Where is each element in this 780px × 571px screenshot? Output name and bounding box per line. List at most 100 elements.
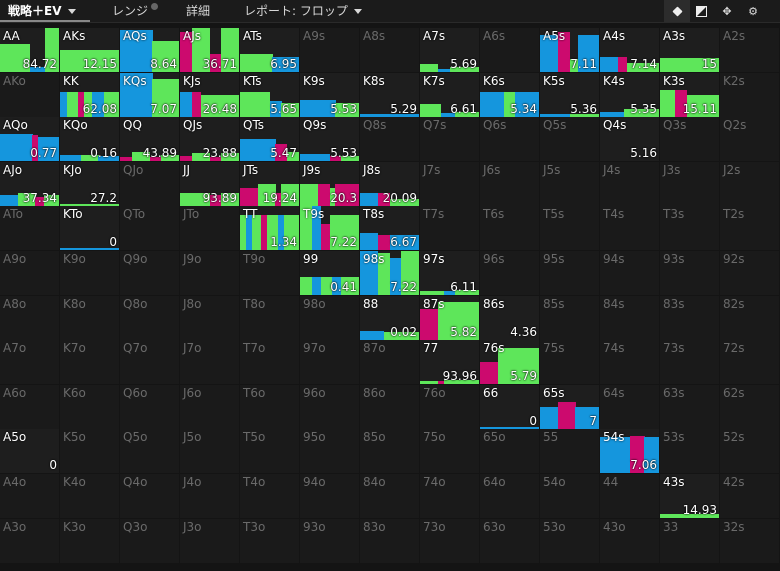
hand-cell[interactable]: QJo	[120, 161, 179, 206]
hand-cell[interactable]: 84o	[360, 474, 419, 518]
hand-cell[interactable]: 94s	[600, 251, 659, 295]
help-icon[interactable]	[151, 3, 159, 10]
hand-cell[interactable]: K4o	[60, 474, 119, 518]
hand-cell[interactable]: T4o	[240, 474, 299, 518]
view-split-button[interactable]	[688, 0, 714, 22]
hand-cell[interactable]: J9o	[180, 251, 239, 295]
hand-cell[interactable]: 75s	[540, 340, 599, 385]
hand-cell[interactable]: T8o	[240, 295, 299, 340]
hand-cell[interactable]: 63o	[480, 518, 539, 563]
hand-cell[interactable]: 85o	[360, 429, 419, 474]
expand-button[interactable]: ✥	[714, 0, 740, 22]
hand-cell[interactable]: J7o	[180, 340, 239, 385]
hand-cell[interactable]: 92s	[720, 251, 779, 295]
hand-cell[interactable]: AKs 12.15	[60, 28, 119, 72]
hand-cell[interactable]: 97s 6.11	[420, 251, 479, 295]
hand-cell[interactable]: A3o	[0, 518, 59, 563]
hand-cell[interactable]: J4s	[600, 161, 659, 206]
hand-cell[interactable]: 86o	[360, 384, 419, 429]
hand-cell[interactable]: QQ 43.89	[120, 117, 179, 162]
hand-cell[interactable]: 83s	[660, 295, 719, 340]
report-dropdown[interactable]: レポート: フロップ	[244, 0, 362, 22]
hand-cell[interactable]: 84s	[600, 295, 659, 340]
hand-cell[interactable]: 95s	[540, 251, 599, 295]
hand-cell[interactable]: 32s	[720, 518, 779, 563]
hand-cell[interactable]: T5o	[240, 429, 299, 474]
hand-cell[interactable]: 65s 7	[540, 384, 599, 429]
hand-cell[interactable]: Q5o	[120, 429, 179, 474]
hand-cell[interactable]: KJs 26.48	[180, 72, 239, 117]
hand-cell[interactable]: 73s	[660, 340, 719, 385]
hand-cell[interactable]: K5s 5.36	[540, 72, 599, 117]
hand-cell[interactable]: K9s 5.53	[300, 72, 359, 117]
hand-cell[interactable]: Q8o	[120, 295, 179, 340]
hand-cell[interactable]: T2s	[720, 206, 779, 251]
hand-cell[interactable]: T3s	[660, 206, 719, 251]
hand-cell[interactable]: K8o	[60, 295, 119, 340]
hand-cell[interactable]: 75o	[420, 429, 479, 474]
hand-cell[interactable]: Q2s	[720, 117, 779, 162]
hand-cell[interactable]: Q3s	[660, 117, 719, 162]
tab-detail[interactable]: 詳細	[186, 0, 210, 22]
hand-cell[interactable]: 87s 5.82	[420, 295, 479, 340]
hand-cell[interactable]: K8s 5.29	[360, 72, 419, 117]
hand-cell[interactable]: A3s 15	[660, 28, 719, 72]
hand-cell[interactable]: J7s	[420, 161, 479, 206]
view-3d-button[interactable]	[664, 0, 690, 22]
hand-cell[interactable]: K6s 5.34	[480, 72, 539, 117]
hand-cell[interactable]: JTs 19.24	[240, 161, 299, 206]
hand-cell[interactable]: AKo	[0, 72, 59, 117]
hand-cell[interactable]: 98o	[300, 295, 359, 340]
hand-cell[interactable]: J5o	[180, 429, 239, 474]
hand-cell[interactable]: Q9s 5.53	[300, 117, 359, 162]
hand-cell[interactable]: KJo 27.2	[60, 161, 119, 206]
hand-cell[interactable]: J6o	[180, 384, 239, 429]
hand-cell[interactable]: 65o	[480, 429, 539, 474]
hand-cell[interactable]: AQo 0.77	[0, 117, 59, 162]
hand-cell[interactable]: T3o	[240, 518, 299, 563]
hand-cell[interactable]: AJs 36.71	[180, 28, 239, 72]
hand-cell[interactable]: 54o	[540, 474, 599, 518]
hand-cell[interactable]: 43s 14.93	[660, 474, 719, 518]
hand-cell[interactable]: K2s	[720, 72, 779, 117]
hand-cell[interactable]: 82s	[720, 295, 779, 340]
hand-cell[interactable]: J6s	[480, 161, 539, 206]
hand-cell[interactable]: 86s 4.36	[480, 295, 539, 340]
hand-cell[interactable]: ATs 6.95	[240, 28, 299, 72]
hand-cell[interactable]: A8s	[360, 28, 419, 72]
hand-cell[interactable]: 76s 5.79	[480, 340, 539, 385]
hand-cell[interactable]: J4o	[180, 474, 239, 518]
hand-cell[interactable]: K3o	[60, 518, 119, 563]
hand-cell[interactable]: 83o	[360, 518, 419, 563]
hand-cell[interactable]: A6s	[480, 28, 539, 72]
hand-cell[interactable]: Q9o	[120, 251, 179, 295]
hand-cell[interactable]: Q7o	[120, 340, 179, 385]
hand-cell[interactable]: 52s	[720, 429, 779, 474]
hand-cell[interactable]: 85s	[540, 295, 599, 340]
hand-cell[interactable]: 55	[540, 429, 599, 474]
hand-cell[interactable]: Q6s	[480, 117, 539, 162]
hand-cell[interactable]: T7o	[240, 340, 299, 385]
hand-cell[interactable]: K3s 15.11	[660, 72, 719, 117]
hand-cell[interactable]: Q4o	[120, 474, 179, 518]
hand-cell[interactable]: K5o	[60, 429, 119, 474]
hand-cell[interactable]: Q3o	[120, 518, 179, 563]
hand-cell[interactable]: 76o	[420, 384, 479, 429]
hand-cell[interactable]: AJo 37.34	[0, 161, 59, 206]
hand-cell[interactable]: J9s 20.3	[300, 161, 359, 206]
hand-cell[interactable]: 44	[600, 474, 659, 518]
hand-cell[interactable]: A8o	[0, 295, 59, 340]
hand-cell[interactable]: A9s	[300, 28, 359, 72]
hand-cell[interactable]: JJ 93.89	[180, 161, 239, 206]
hand-cell[interactable]: Q8s	[360, 117, 419, 162]
hand-cell[interactable]: QTs 5.47	[240, 117, 299, 162]
hand-cell[interactable]: KK 62.08	[60, 72, 119, 117]
hand-cell[interactable]: TT 1.34	[240, 206, 299, 251]
hand-cell[interactable]: J5s	[540, 161, 599, 206]
hand-cell[interactable]: T6s	[480, 206, 539, 251]
hand-cell[interactable]: 77 93.96	[420, 340, 479, 385]
hand-cell[interactable]: A4o	[0, 474, 59, 518]
tab-range[interactable]: レンジ	[112, 0, 159, 22]
hand-cell[interactable]: K4s 5.35	[600, 72, 659, 117]
hand-cell[interactable]: A2s	[720, 28, 779, 72]
